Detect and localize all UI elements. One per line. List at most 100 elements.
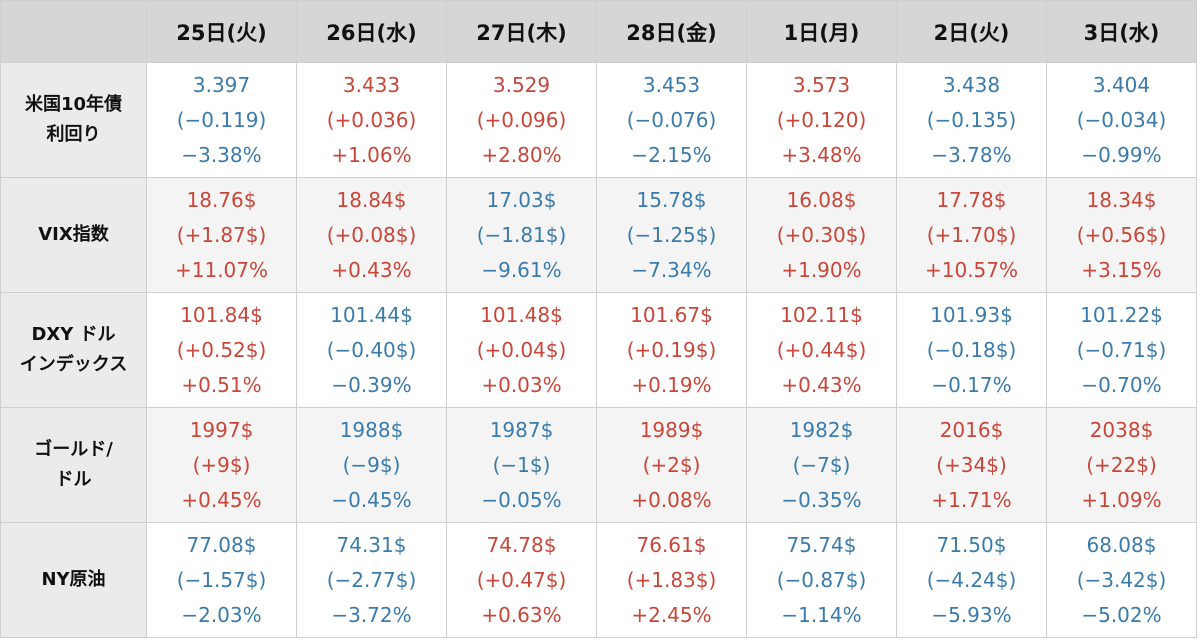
- cell-percent: +1.09%: [1081, 487, 1162, 512]
- cell-value: 74.78$: [486, 532, 557, 557]
- cell-percent: +0.45%: [181, 487, 262, 512]
- cell-value: 75.74$: [786, 532, 857, 557]
- cell-percent: +2.80%: [481, 142, 562, 167]
- cell-value: 101.22$: [1080, 302, 1163, 327]
- cell-change: (−1$): [492, 452, 551, 477]
- cell-value: 101.84$: [180, 302, 263, 327]
- cell-value: 17.78$: [936, 187, 1007, 212]
- cell-value: 2016$: [939, 417, 1004, 442]
- cell-change: (+1.87$): [176, 222, 267, 247]
- cell-percent: +0.43%: [331, 257, 412, 282]
- cell-percent: +1.06%: [331, 142, 412, 167]
- row-label: DXY ドル インデックス: [0, 292, 147, 408]
- cell-percent: −0.35%: [781, 487, 862, 512]
- cell-change: (−4.24$): [926, 567, 1017, 592]
- data-cell: 18.84$ (+0.08$) +0.43%: [296, 177, 447, 293]
- data-cell: 3.397 (−0.119) −3.38%: [146, 62, 297, 178]
- data-cell: 74.31$ (−2.77$) −3.72%: [296, 522, 447, 638]
- cell-percent: +3.48%: [781, 142, 862, 167]
- cell-value: 68.08$: [1086, 532, 1157, 557]
- data-cell: 3.453 (−0.076) −2.15%: [596, 62, 747, 178]
- cell-value: 18.34$: [1086, 187, 1157, 212]
- data-cell: 3.433 (+0.036) +1.06%: [296, 62, 447, 178]
- cell-change: (−0.076): [626, 107, 717, 132]
- cell-percent: +2.45%: [631, 602, 712, 627]
- data-cell: 101.22$ (−0.71$) −0.70%: [1046, 292, 1197, 408]
- cell-value: 1982$: [789, 417, 854, 442]
- cell-change: (+9$): [192, 452, 251, 477]
- cell-change: (+0.096): [476, 107, 567, 132]
- cell-percent: −1.14%: [781, 602, 862, 627]
- cell-change: (−0.40$): [326, 337, 417, 362]
- data-cell: 18.76$ (+1.87$) +11.07%: [146, 177, 297, 293]
- header-day: 26日(水): [296, 0, 447, 63]
- header-day: 27日(木): [446, 0, 597, 63]
- data-cell: 102.11$ (+0.44$) +0.43%: [746, 292, 897, 408]
- table-row: DXY ドル インデックス 101.84$ (+0.52$) +0.51% 101.44$…: [0, 292, 1197, 408]
- cell-percent: +0.63%: [481, 602, 562, 627]
- row-label: 米国10年債 利回り: [0, 62, 147, 178]
- header-day: 1日(月): [746, 0, 897, 63]
- cell-change: (+0.56$): [1076, 222, 1167, 247]
- cell-percent: −0.99%: [1081, 142, 1162, 167]
- data-cell: 75.74$ (−0.87$) −1.14%: [746, 522, 897, 638]
- cell-change: (+0.120): [776, 107, 867, 132]
- cell-percent: −0.17%: [931, 372, 1012, 397]
- table-header: 25日(火) 26日(水) 27日(木) 28日(金) 1日(月) 2日(火) …: [0, 0, 1197, 63]
- data-cell: 15.78$ (−1.25$) −7.34%: [596, 177, 747, 293]
- data-cell: 3.529 (+0.096) +2.80%: [446, 62, 597, 178]
- cell-percent: −9.61%: [481, 257, 562, 282]
- cell-value: 16.08$: [786, 187, 857, 212]
- cell-change: (+22$): [1086, 452, 1157, 477]
- cell-percent: +11.07%: [174, 257, 269, 282]
- table-row: 米国10年債 利回り 3.397 (−0.119) −3.38% 3.433 (+0.036…: [0, 62, 1197, 178]
- table-row: VIX指数 18.76$ (+1.87$) +11.07% 18.84$ (+0.08$)…: [0, 177, 1197, 293]
- cell-change: (+0.036): [326, 107, 417, 132]
- cell-change: (−1.25$): [626, 222, 717, 247]
- header-row: 25日(火) 26日(水) 27日(木) 28日(金) 1日(月) 2日(火) …: [0, 0, 1197, 63]
- data-cell: 2038$ (+22$) +1.09%: [1046, 407, 1197, 523]
- cell-value: 3.529: [492, 72, 551, 97]
- cell-change: (−1.81$): [476, 222, 567, 247]
- table-row: NY原油 77.08$ (−1.57$) −2.03% 74.31$ (−2.77$) −3…: [0, 522, 1197, 638]
- data-cell: 17.03$ (−1.81$) −9.61%: [446, 177, 597, 293]
- cell-change: (−2.77$): [326, 567, 417, 592]
- cell-percent: +0.19%: [631, 372, 712, 397]
- row-label-line: インデックス: [19, 354, 128, 375]
- cell-percent: −0.70%: [1081, 372, 1162, 397]
- cell-value: 71.50$: [936, 532, 1007, 557]
- cell-value: 101.48$: [480, 302, 563, 327]
- cell-change: (+0.47$): [476, 567, 567, 592]
- cell-change: (−0.119): [176, 107, 267, 132]
- cell-percent: +0.43%: [781, 372, 862, 397]
- row-label-line: NY原油: [41, 569, 106, 590]
- cell-change: (+1.70$): [926, 222, 1017, 247]
- header-corner-cell: [0, 0, 147, 63]
- row-label: VIX指数: [0, 177, 147, 293]
- data-cell: 101.48$ (+0.04$) +0.03%: [446, 292, 597, 408]
- cell-change: (−3.42$): [1076, 567, 1167, 592]
- cell-change: (−0.18$): [926, 337, 1017, 362]
- cell-value: 3.438: [942, 72, 1001, 97]
- header-day: 2日(火): [896, 0, 1047, 63]
- row-label: ゴールド/ドル: [0, 407, 147, 523]
- header-day: 3日(水): [1046, 0, 1197, 63]
- data-cell: 3.404 (−0.034) −0.99%: [1046, 62, 1197, 178]
- data-cell: 68.08$ (−3.42$) −5.02%: [1046, 522, 1197, 638]
- cell-percent: +0.08%: [631, 487, 712, 512]
- cell-percent: −0.39%: [331, 372, 412, 397]
- cell-percent: −3.38%: [181, 142, 262, 167]
- cell-percent: +0.03%: [481, 372, 562, 397]
- cell-percent: −3.78%: [931, 142, 1012, 167]
- cell-change: (−7$): [792, 452, 851, 477]
- cell-change: (+2$): [642, 452, 701, 477]
- data-cell: 3.438 (−0.135) −3.78%: [896, 62, 1047, 178]
- cell-change: (−0.87$): [776, 567, 867, 592]
- cell-percent: −0.05%: [481, 487, 562, 512]
- cell-percent: −2.03%: [181, 602, 262, 627]
- data-cell: 76.61$ (+1.83$) +2.45%: [596, 522, 747, 638]
- header-day: 28日(金): [596, 0, 747, 63]
- cell-value: 1988$: [339, 417, 404, 442]
- cell-value: 3.453: [642, 72, 701, 97]
- cell-change: (+34$): [936, 452, 1007, 477]
